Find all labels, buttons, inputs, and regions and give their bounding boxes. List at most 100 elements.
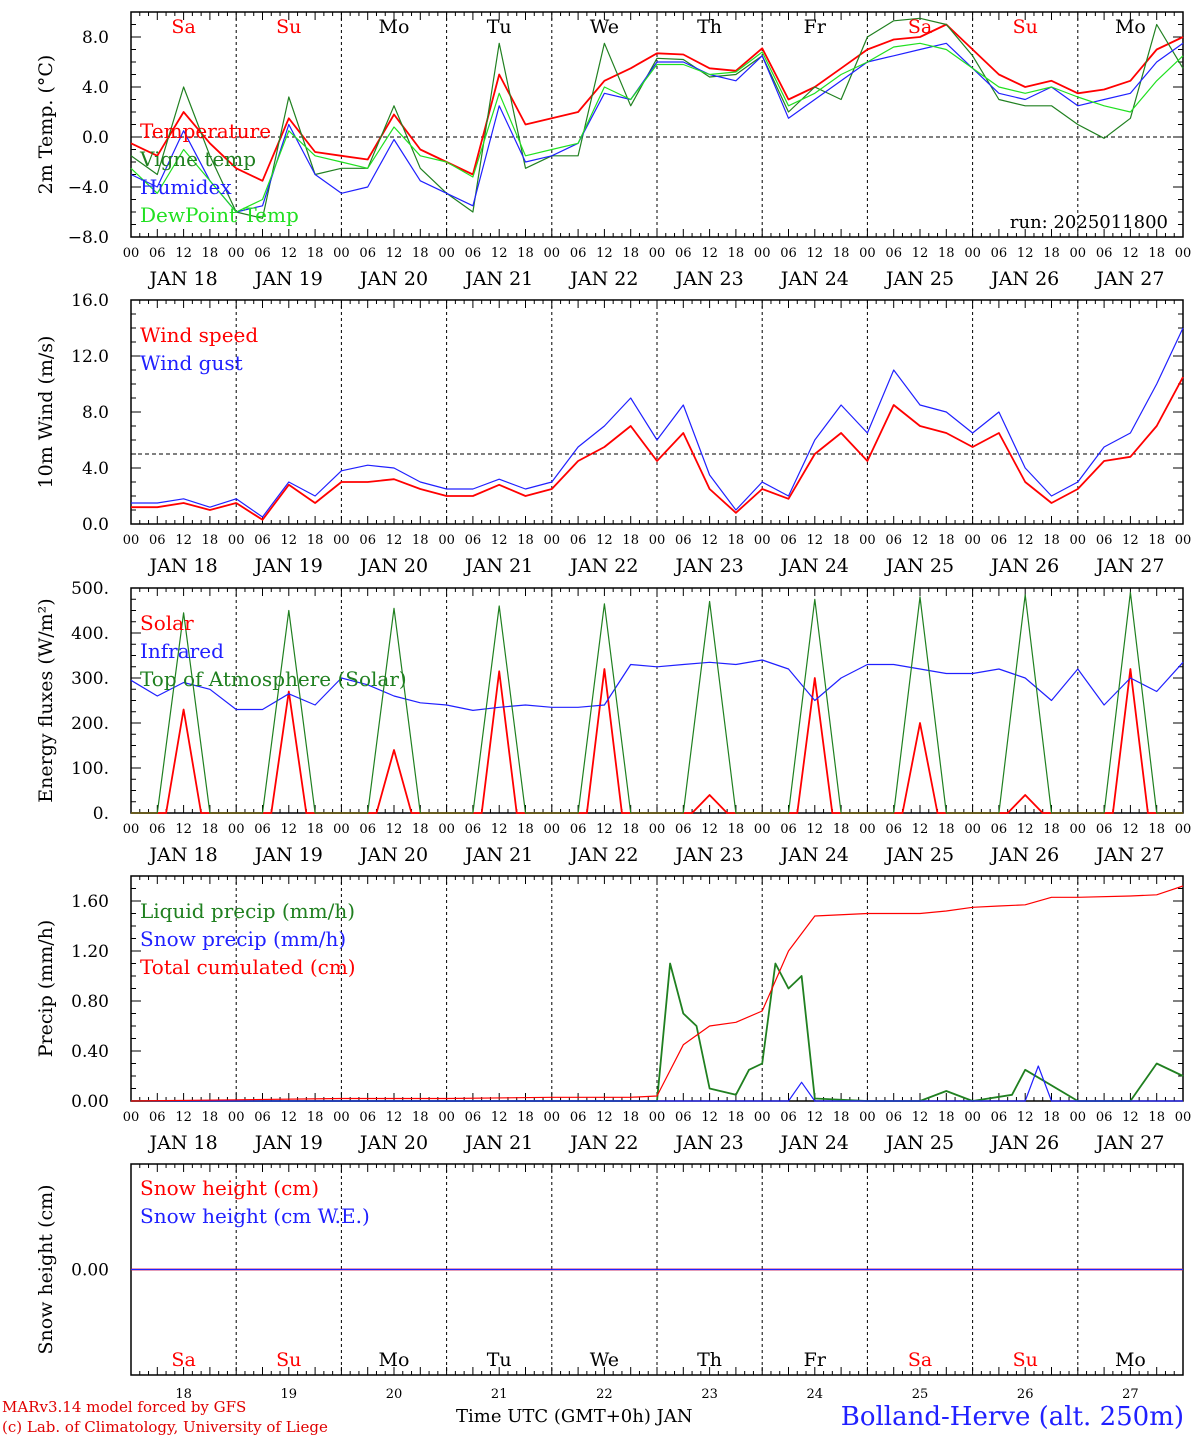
date-label: JAN 25 [884, 268, 954, 290]
hour-tick-label: 18 [412, 1110, 429, 1125]
hour-tick-label: 12 [807, 1110, 824, 1125]
weekday-label: Th [697, 1349, 722, 1371]
y-tick-label: 12.0 [71, 347, 109, 367]
date-label: JAN 19 [253, 268, 323, 290]
series-line-humidex [130, 42, 1184, 213]
y-tick-label: 100. [71, 759, 109, 779]
date-label: JAN 19 [253, 555, 323, 577]
hour-tick-label: 18 [622, 822, 639, 837]
legend-entry: Temperature [140, 119, 271, 143]
hour-tick-label: 00 [964, 533, 981, 548]
hour-tick-label: 06 [465, 246, 482, 261]
hour-tick-label: 12 [701, 533, 718, 548]
date-label: JAN 21 [463, 268, 533, 290]
hour-tick-label: 12 [596, 246, 613, 261]
date-label: JAN 26 [989, 844, 1059, 866]
day-number-label: 25 [912, 1387, 929, 1402]
hour-tick-label: 00 [1070, 533, 1087, 548]
weekday-label: Th [697, 16, 722, 38]
date-label: JAN 20 [358, 844, 428, 866]
date-label: JAN 25 [884, 1132, 954, 1154]
day-number-label: 26 [1017, 1387, 1034, 1402]
y-tick-label: 4.0 [82, 459, 109, 479]
y-axis-label: 2m Temp. (°C) [35, 55, 57, 195]
y-tick-label: 400. [71, 624, 109, 644]
hour-tick-label: 00 [123, 533, 140, 548]
hour-tick-label: 00 [438, 533, 455, 548]
legend-entry: Wind gust [140, 351, 243, 375]
hour-tick-label: 12 [807, 246, 824, 261]
date-label: JAN 24 [779, 555, 849, 577]
hour-tick-label: 18 [938, 533, 955, 548]
hour-tick-label: 06 [359, 246, 376, 261]
hour-tick-label: 12 [1122, 1110, 1139, 1125]
hour-tick-label: 12 [281, 246, 298, 261]
weekday-label: We [590, 16, 619, 38]
hour-tick-label: 06 [1096, 246, 1113, 261]
hour-tick-label: 00 [333, 246, 350, 261]
date-label: JAN 24 [779, 1132, 849, 1154]
hour-tick-label: 00 [228, 822, 245, 837]
hour-tick-label: 12 [1017, 1110, 1034, 1125]
hour-tick-label: 12 [386, 246, 403, 261]
date-label: JAN 22 [568, 555, 638, 577]
date-label: JAN 24 [779, 844, 849, 866]
date-label: JAN 22 [568, 1132, 638, 1154]
hour-tick-label: 06 [675, 822, 692, 837]
hour-tick-label: 00 [438, 246, 455, 261]
hour-tick-label: 06 [570, 822, 587, 837]
weekday-label: Mo [1115, 16, 1146, 38]
hour-tick-label: 00 [228, 533, 245, 548]
hour-tick-label: 12 [1017, 246, 1034, 261]
date-label: JAN 19 [253, 1132, 323, 1154]
hour-tick-label: 12 [491, 246, 508, 261]
day-number-label: 23 [701, 1387, 718, 1402]
hour-tick-label: 00 [123, 822, 140, 837]
run-annotation: run: 2025011800 [1010, 212, 1168, 233]
hour-tick-label: 12 [807, 533, 824, 548]
hour-tick-label: 12 [701, 1110, 718, 1125]
y-tick-label: 0.40 [71, 1042, 109, 1062]
hour-tick-label: 06 [1096, 1110, 1113, 1125]
hour-tick-label: 06 [675, 1110, 692, 1125]
hour-tick-label: 00 [649, 1110, 666, 1125]
legend-entry: DewPoint Temp [140, 203, 299, 227]
legend-entry: Infrared [140, 639, 224, 663]
hour-tick-label: 18 [517, 822, 534, 837]
hour-tick-label: 00 [754, 1110, 771, 1125]
hour-tick-label: 00 [859, 533, 876, 548]
hour-tick-label: 06 [885, 246, 902, 261]
y-tick-label: 4.0 [82, 78, 109, 98]
hour-tick-label: 18 [202, 246, 219, 261]
station-name: Bolland-Herve (alt. 250m) [840, 1402, 1184, 1432]
day-number-label: 27 [1122, 1387, 1139, 1402]
hour-tick-label: 06 [991, 533, 1008, 548]
hour-tick-label: 00 [754, 246, 771, 261]
day-number-label: 19 [281, 1387, 298, 1402]
hour-tick-label: 12 [1122, 533, 1139, 548]
panel-1: −8.0 −4.0 0.0 4.0 8.0 2m Temp. (°C) Temperatur… [35, 11, 1191, 290]
hour-tick-label: 12 [596, 1110, 613, 1125]
hour-tick-label: 18 [728, 533, 745, 548]
date-label: JAN 20 [358, 555, 428, 577]
date-label: JAN 26 [989, 1132, 1059, 1154]
y-tick-label: 0.0 [82, 515, 109, 535]
hour-tick-label: 12 [1122, 822, 1139, 837]
y-tick-label: 200. [71, 714, 109, 734]
legend-entry: Vigne temp [139, 147, 256, 171]
hour-tick-label: 06 [885, 822, 902, 837]
hour-tick-label: 12 [912, 246, 929, 261]
hour-tick-label: 06 [359, 822, 376, 837]
weekday-label: Mo [379, 16, 410, 38]
hour-tick-label: 06 [675, 533, 692, 548]
hour-tick-label: 18 [938, 246, 955, 261]
hour-tick-label: 00 [1175, 1110, 1192, 1125]
hour-tick-label: 18 [1043, 533, 1060, 548]
y-tick-label: 1.60 [71, 892, 109, 912]
hour-tick-label: 00 [859, 1110, 876, 1125]
hour-tick-label: 00 [544, 822, 561, 837]
legend-entry: Snow precip (mm/h) [140, 927, 346, 951]
weekday-label: Mo [379, 1349, 410, 1371]
y-tick-label: 500. [71, 579, 109, 599]
